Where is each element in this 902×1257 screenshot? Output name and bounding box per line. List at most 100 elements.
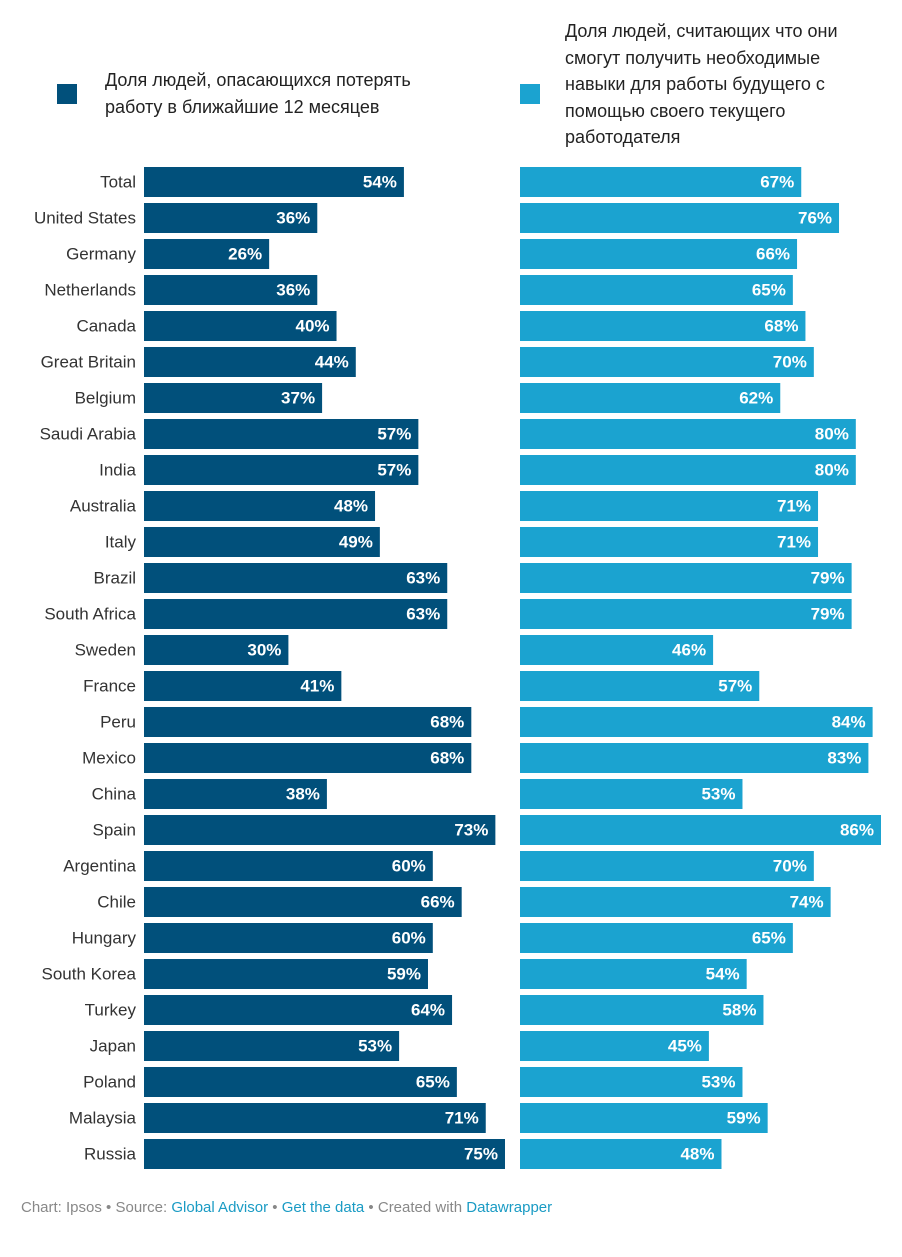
bar: [144, 1139, 505, 1169]
legend-swatch: [520, 84, 540, 104]
category-label: Malaysia: [69, 1108, 137, 1127]
tool-link[interactable]: Datawrapper: [466, 1199, 553, 1216]
category-label: Argentina: [63, 856, 136, 875]
bar: [144, 527, 380, 557]
bar: [520, 887, 831, 917]
category-label: Great Britain: [41, 352, 136, 371]
value-label: 68%: [764, 316, 798, 335]
bar: [144, 239, 270, 269]
bar: [144, 995, 453, 1025]
category-label: Hungary: [72, 928, 137, 947]
bar: [520, 815, 881, 845]
bar: [520, 383, 781, 413]
bar: [144, 851, 433, 881]
category-label: Brazil: [93, 568, 136, 587]
bar: [144, 779, 327, 809]
value-label: 40%: [296, 316, 330, 335]
value-label: 63%: [406, 604, 440, 623]
value-label: 83%: [827, 748, 861, 767]
bar: [144, 959, 428, 989]
value-label: 75%: [464, 1144, 498, 1163]
bar: [520, 419, 856, 449]
bar: [144, 815, 496, 845]
bar: [144, 419, 419, 449]
value-label: 48%: [680, 1144, 714, 1163]
value-label: 62%: [739, 388, 773, 407]
category-label: Netherlands: [44, 280, 136, 299]
legend-swatch: [57, 84, 77, 104]
bar: [520, 563, 852, 593]
bar: [520, 527, 819, 557]
category-label: United States: [34, 208, 136, 227]
category-label: Turkey: [85, 1000, 137, 1019]
value-label: 58%: [722, 1000, 756, 1019]
bar: [144, 599, 448, 629]
value-label: 26%: [228, 244, 262, 263]
category-label: Germany: [66, 244, 136, 263]
value-label: 57%: [377, 460, 411, 479]
value-label: 80%: [815, 460, 849, 479]
value-label: 60%: [392, 856, 426, 875]
value-label: 57%: [718, 676, 752, 695]
separator: •: [106, 1199, 112, 1216]
legend-label: Доля людей, считающих что они смогут пол…: [565, 21, 838, 147]
data-link[interactable]: Get the data: [281, 1199, 365, 1216]
value-label: 65%: [752, 280, 786, 299]
bar: [144, 455, 419, 485]
value-label: 60%: [392, 928, 426, 947]
bar: [144, 383, 323, 413]
source-link[interactable]: Global Advisor: [171, 1199, 269, 1216]
value-label: 63%: [406, 568, 440, 587]
value-label: 59%: [387, 964, 421, 983]
value-label: 86%: [840, 820, 874, 839]
value-label: 53%: [701, 1072, 735, 1091]
bar: [520, 311, 806, 341]
credit: Chart: Ipsos: [21, 1199, 102, 1216]
category-label: Peru: [100, 712, 136, 731]
value-label: 44%: [315, 352, 349, 371]
value-label: 45%: [668, 1036, 702, 1055]
bar: [144, 887, 462, 917]
bar: [520, 167, 802, 197]
bar: [144, 347, 356, 377]
bar: [520, 275, 793, 305]
value-label: 53%: [358, 1036, 392, 1055]
value-label: 46%: [672, 640, 706, 659]
value-label: 66%: [421, 892, 455, 911]
category-label: China: [92, 784, 137, 803]
bar: [520, 707, 873, 737]
bar: [520, 671, 760, 701]
bar: [520, 347, 814, 377]
value-label: 71%: [445, 1108, 479, 1127]
value-label: 74%: [790, 892, 824, 911]
legend-label: Доля людей, опасающихся потерять работу …: [105, 70, 411, 117]
bar: [144, 167, 404, 197]
category-label: Mexico: [82, 748, 136, 767]
value-label: 37%: [281, 388, 315, 407]
value-label: 68%: [430, 748, 464, 767]
bar: [520, 1067, 743, 1097]
bar: [520, 959, 747, 989]
value-label: 71%: [777, 496, 811, 515]
separator: •: [272, 1199, 278, 1216]
category-label: Italy: [105, 532, 137, 551]
bar: [520, 599, 852, 629]
bar: [520, 491, 819, 521]
value-label: 57%: [377, 424, 411, 443]
value-label: 53%: [701, 784, 735, 803]
value-label: 54%: [706, 964, 740, 983]
value-label: 59%: [727, 1108, 761, 1127]
bar: [520, 203, 840, 233]
bar: [520, 455, 856, 485]
bar: [144, 635, 289, 665]
category-label: Saudi Arabia: [40, 424, 137, 443]
source-label: Source:: [115, 1199, 168, 1216]
bar: [520, 1139, 722, 1169]
bar: [144, 563, 448, 593]
category-label: Sweden: [75, 640, 136, 659]
value-label: 65%: [416, 1072, 450, 1091]
value-label: 65%: [752, 928, 786, 947]
bar: [520, 1103, 768, 1133]
bar: [144, 1103, 486, 1133]
